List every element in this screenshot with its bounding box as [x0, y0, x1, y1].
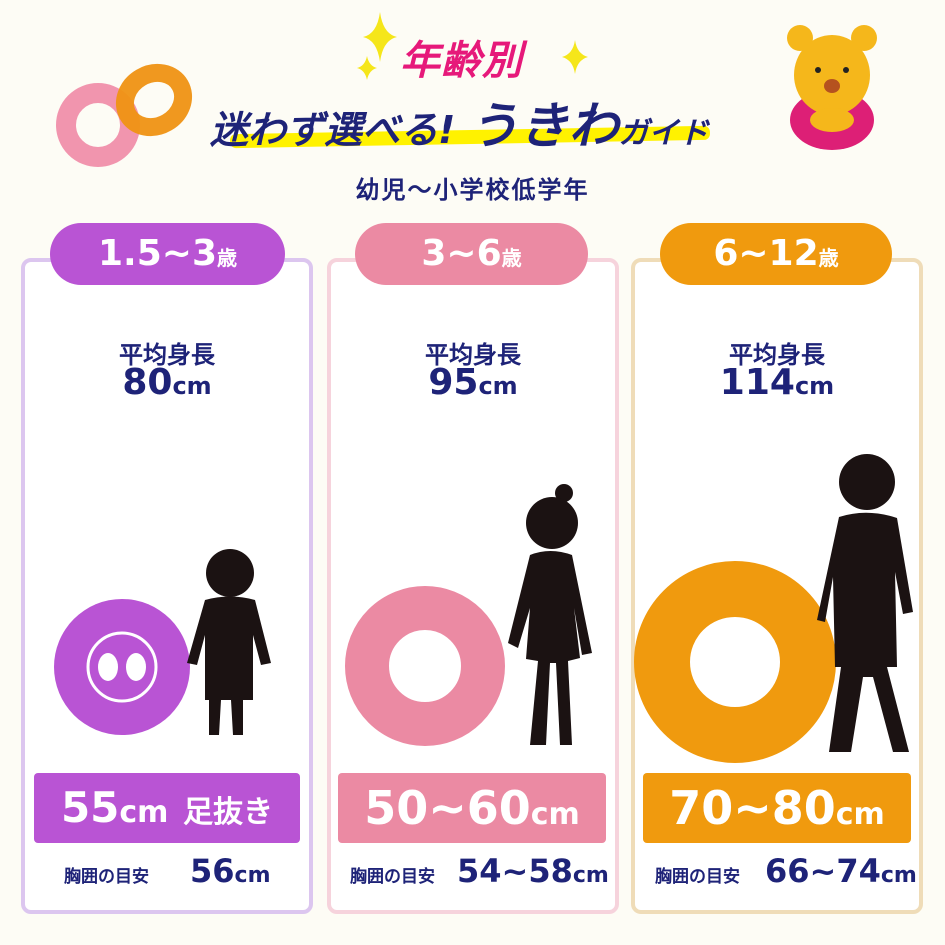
boy-silhouette [817, 454, 913, 752]
height-label: 平均身長 [729, 341, 825, 369]
girl-silhouette [508, 484, 592, 745]
age-unit: 歳 [217, 246, 237, 270]
chest-value: 56cm [190, 852, 271, 890]
chest-unit: cm [880, 863, 917, 888]
chest-number: 54~58 [457, 852, 573, 890]
age-value: 6~12 [713, 233, 819, 274]
height-value: 80cm [21, 362, 313, 403]
title-small: ガイド [618, 116, 709, 151]
size-unit: cm [119, 795, 169, 830]
bear-mascot-illustration [787, 25, 877, 150]
title-big: うきわ [468, 97, 619, 155]
height-unit: cm [172, 372, 212, 400]
chest-label: 胸囲の目安 [350, 867, 435, 887]
title-top: 年齢別 [400, 38, 523, 84]
sparkle-icon [357, 12, 397, 80]
chest-label: 胸囲の目安 [655, 867, 740, 887]
age-value: 3~6 [421, 233, 502, 274]
height-unit: cm [478, 372, 518, 400]
age-badge: 6~12歳 [660, 223, 892, 285]
height-value: 95cm [327, 362, 619, 403]
size-unit: cm [530, 797, 580, 832]
age-unit: 歳 [818, 246, 839, 270]
size-unit: cm [835, 797, 885, 832]
size-bar: 50~60cm [338, 773, 606, 843]
size-number: 70~80 [669, 781, 836, 835]
chest-value: 54~58cm [457, 852, 609, 890]
size-note: 足抜き [183, 795, 274, 830]
size-number: 55 [60, 783, 120, 832]
height-unit: cm [794, 372, 835, 400]
age-badge: 1.5~3歳 [50, 223, 285, 285]
title-main: 迷わず選べる! [210, 108, 456, 152]
height-label: 平均身長 [119, 341, 215, 369]
float-rings-illustration [56, 63, 193, 167]
height-number: 114 [719, 362, 795, 403]
sparkle-icon [562, 40, 588, 74]
chest-number: 56 [190, 852, 235, 890]
ring-float-illustration [345, 586, 505, 746]
chest-number: 66~74 [765, 852, 881, 890]
size-bar: 70~80cm [643, 773, 911, 843]
height-number: 95 [428, 362, 479, 403]
chest-label: 胸囲の目安 [64, 867, 149, 887]
age-value: 1.5~3 [98, 233, 217, 274]
height-value: 114cm [631, 362, 923, 403]
size-number: 50~60 [364, 781, 531, 835]
chest-unit: cm [234, 863, 271, 888]
leg-ring-float-illustration [54, 599, 190, 735]
height-label: 平均身長 [425, 341, 521, 369]
ring-float-illustration [634, 561, 836, 763]
chest-unit: cm [572, 863, 609, 888]
page-title: 迷わず選べる! うきわガイド [210, 86, 709, 158]
age-unit: 歳 [501, 246, 522, 270]
subtitle: 幼児～小学校低学年 [355, 176, 590, 204]
size-bar: 55cm 足抜き [34, 773, 300, 843]
height-number: 80 [122, 362, 173, 403]
age-badge: 3~6歳 [355, 223, 588, 285]
toddler-silhouette [187, 549, 271, 735]
chest-value: 66~74cm [765, 852, 917, 890]
